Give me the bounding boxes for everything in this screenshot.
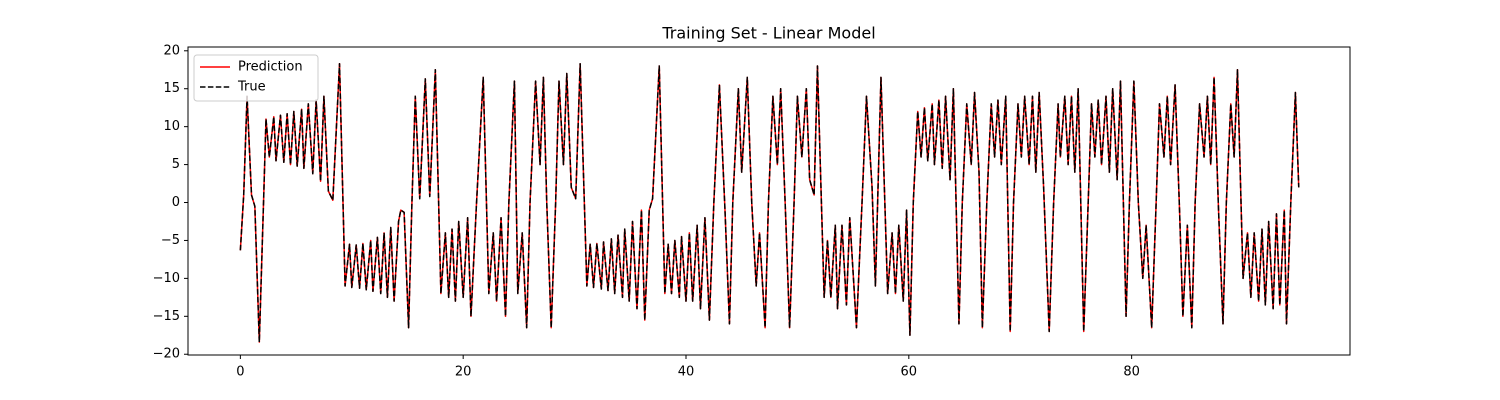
x-tick-label: 80 [1123, 365, 1140, 380]
series-line [239, 62, 1300, 343]
legend-label: True [237, 80, 266, 95]
plot-lines [239, 62, 1300, 343]
x-tick-label: 0 [236, 365, 244, 380]
legend-label: Prediction [238, 60, 303, 75]
y-tick-label: 5 [172, 157, 180, 172]
chart-title: Training Set - Linear Model [661, 24, 875, 43]
y-tick-label: 20 [163, 43, 180, 58]
plot-frame [187, 46, 1351, 356]
x-tick-label: 60 [901, 365, 918, 380]
y-tick-label: −15 [153, 309, 180, 324]
x-tick-label: 40 [678, 365, 695, 380]
y-tick-label: −5 [161, 233, 180, 248]
y-tick-label: 15 [163, 81, 180, 96]
series-line [239, 62, 1300, 343]
y-tick-label: −10 [153, 271, 180, 286]
y-tick-label: 0 [172, 195, 180, 210]
y-tick-label: −20 [153, 347, 180, 362]
x-tick-label: 20 [455, 365, 472, 380]
legend: Prediction True [193, 54, 319, 102]
y-tick-label: 10 [163, 119, 180, 134]
